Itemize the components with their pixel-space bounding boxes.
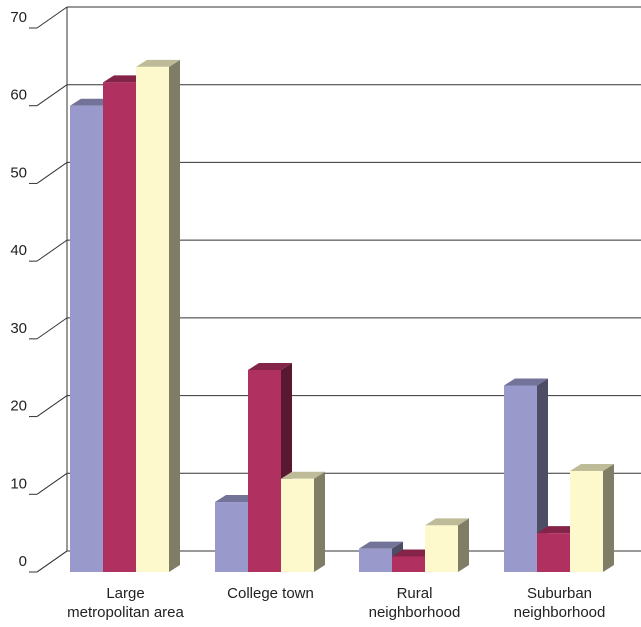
bar-top	[425, 518, 469, 526]
bar-top	[136, 59, 180, 67]
x-category-label-line: Rural	[397, 585, 433, 602]
bar-top	[281, 471, 325, 479]
bar	[281, 478, 314, 572]
x-category-label: College town	[227, 585, 314, 602]
bar	[70, 105, 103, 572]
labels-layer: 0 10 20 30 40 50 60 70 Large metropolitan area Col…	[10, 9, 605, 621]
grid-diagonal-70	[36, 6, 68, 29]
bar-top	[248, 362, 292, 370]
y-tick-label: 40	[10, 242, 27, 259]
bars-layer	[70, 59, 614, 573]
x-category-label-line: College town	[227, 585, 314, 602]
grid-diagonal-40	[36, 239, 68, 262]
bar-side	[537, 378, 548, 572]
bar-side	[169, 59, 180, 573]
x-category-label-line: neighborhood	[514, 604, 606, 621]
bar	[359, 548, 392, 572]
bar	[537, 533, 570, 572]
bar	[215, 502, 248, 572]
grid-diagonal-60	[36, 84, 68, 107]
bar-top	[504, 378, 548, 386]
bar	[103, 82, 136, 573]
x-category-label-line: Suburban	[527, 585, 592, 602]
floor-edge	[36, 550, 68, 573]
bar-side	[314, 471, 325, 572]
bar	[136, 66, 169, 572]
bar-side	[603, 463, 614, 572]
y-tick-label: 30	[10, 320, 27, 337]
y-tick-label: 70	[10, 9, 27, 26]
grid-diagonal-20	[36, 395, 68, 417]
y-tick-label: 60	[10, 87, 27, 104]
bar-top	[570, 463, 614, 471]
x-category-label: Rural neighborhood	[369, 585, 461, 621]
grid-diagonal-10	[36, 472, 68, 495]
bar-side	[458, 518, 469, 572]
x-category-label-line: metropolitan area	[67, 604, 184, 621]
bar	[392, 556, 425, 572]
x-category-label: Large metropolitan area	[67, 585, 184, 621]
bar	[425, 525, 458, 572]
y-tick-label: 0	[19, 553, 27, 570]
grid-diagonal-50	[36, 162, 68, 184]
y-tick-label: 50	[10, 164, 27, 181]
x-category-label-line: neighborhood	[369, 604, 461, 621]
y-tick-label: 20	[10, 398, 27, 415]
bar	[570, 470, 603, 572]
x-category-label: Suburban neighborhood	[514, 585, 606, 621]
bar-top	[359, 541, 403, 549]
y-tick-label: 10	[10, 475, 27, 492]
bar	[504, 385, 537, 572]
bar	[248, 369, 281, 572]
grid-diagonal-30	[36, 317, 68, 340]
x-category-label-line: Large	[106, 585, 144, 602]
